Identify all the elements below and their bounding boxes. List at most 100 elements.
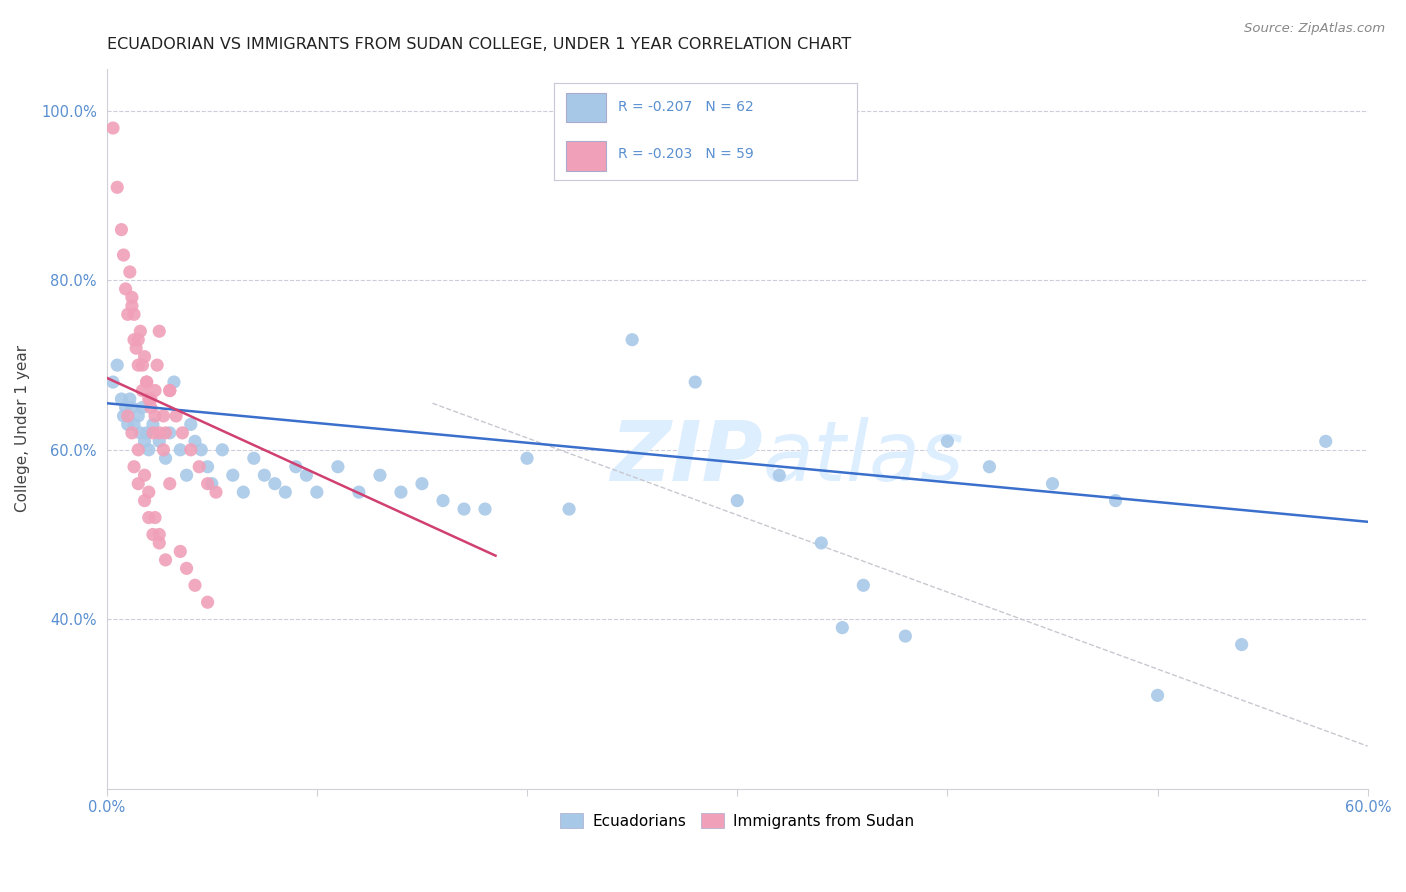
Point (516, 451, 538, 466)
Point (768, 468, 790, 483)
Point (411, 476, 433, 491)
Text: Source: ZipAtlas.com: Source: ZipAtlas.com (1244, 22, 1385, 36)
Point (263, 476, 285, 491)
Point (347, 485, 370, 500)
Point (143, 384, 166, 398)
Text: ZIP: ZIP (610, 417, 762, 498)
Point (152, 409, 174, 423)
Point (274, 485, 297, 500)
Point (121, 299, 143, 313)
Point (159, 476, 181, 491)
Point (197, 459, 219, 474)
Point (326, 459, 349, 474)
Point (127, 442, 149, 457)
Point (159, 384, 181, 398)
Point (127, 358, 149, 372)
Point (112, 248, 135, 262)
Point (122, 333, 145, 347)
Point (155, 425, 177, 440)
Point (211, 442, 233, 457)
Point (155, 451, 177, 466)
Point (725, 493, 748, 508)
Point (894, 629, 917, 643)
Point (127, 476, 149, 491)
Point (295, 468, 318, 483)
Point (131, 358, 153, 372)
Point (105, 358, 128, 372)
Point (134, 350, 156, 364)
Point (172, 425, 194, 440)
Point (852, 578, 875, 592)
Point (122, 459, 145, 474)
Point (121, 290, 143, 304)
Point (176, 561, 198, 575)
Point (831, 621, 853, 635)
Point (159, 425, 181, 440)
Point (205, 485, 228, 500)
Point (148, 536, 170, 550)
Point (810, 536, 832, 550)
Point (155, 553, 177, 567)
Point (129, 324, 152, 338)
Point (138, 485, 160, 500)
Point (105, 180, 128, 194)
Point (389, 485, 412, 500)
Point (142, 417, 165, 432)
Point (148, 434, 170, 449)
Point (146, 358, 169, 372)
Point (114, 401, 136, 415)
Point (1146, 689, 1168, 703)
Point (683, 375, 706, 389)
Point (453, 502, 475, 516)
Text: atlas: atlas (762, 417, 965, 498)
Point (122, 307, 145, 321)
Point (1230, 638, 1253, 652)
Point (169, 442, 191, 457)
Point (159, 384, 181, 398)
Point (114, 282, 136, 296)
Point (163, 375, 186, 389)
Point (131, 401, 153, 415)
Point (148, 527, 170, 541)
Point (180, 417, 202, 432)
Point (139, 401, 162, 415)
Point (131, 384, 153, 398)
Point (432, 493, 454, 508)
Point (176, 468, 198, 483)
Point (197, 476, 219, 491)
Point (222, 468, 245, 483)
Point (197, 595, 219, 609)
Point (232, 485, 254, 500)
Point (148, 324, 170, 338)
Y-axis label: College, Under 1 year: College, Under 1 year (15, 345, 30, 512)
Point (169, 544, 191, 558)
Point (121, 425, 143, 440)
Point (152, 442, 174, 457)
Point (979, 459, 1001, 474)
Point (121, 401, 143, 415)
Point (180, 442, 202, 457)
Point (165, 409, 187, 423)
Point (127, 409, 149, 423)
Point (122, 417, 145, 432)
Point (134, 434, 156, 449)
Point (305, 485, 328, 500)
Point (129, 425, 152, 440)
Point (143, 409, 166, 423)
Point (110, 222, 132, 236)
Point (118, 392, 141, 406)
Point (101, 121, 124, 136)
Point (184, 434, 207, 449)
Point (558, 502, 581, 516)
Point (284, 459, 307, 474)
Point (243, 451, 266, 466)
Point (253, 468, 276, 483)
Point (135, 375, 157, 389)
Point (138, 442, 160, 457)
Point (139, 392, 162, 406)
Point (143, 510, 166, 524)
Point (184, 578, 207, 592)
Point (201, 476, 224, 491)
Point (142, 425, 165, 440)
Point (118, 265, 141, 279)
